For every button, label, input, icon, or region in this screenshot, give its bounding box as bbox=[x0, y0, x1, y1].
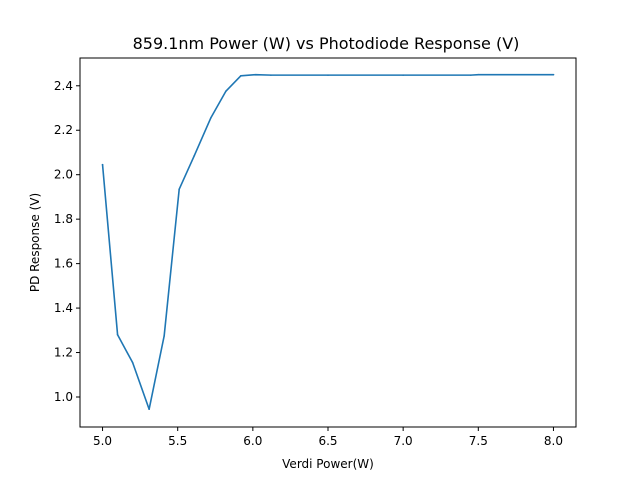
data-point bbox=[224, 90, 227, 93]
series-line bbox=[101, 73, 555, 411]
data-point bbox=[469, 74, 472, 76]
y-tick-label: 1.0 bbox=[54, 390, 73, 404]
x-tick-label: 5.5 bbox=[168, 434, 187, 448]
data-point bbox=[163, 335, 165, 337]
data-point bbox=[255, 73, 257, 76]
data-point bbox=[240, 74, 242, 77]
data-point bbox=[131, 361, 134, 364]
x-tick-label: 6.0 bbox=[243, 434, 262, 448]
plot-area bbox=[79, 57, 577, 428]
axes-frame bbox=[79, 57, 577, 428]
data-point bbox=[327, 74, 329, 76]
data-point bbox=[477, 73, 480, 76]
data-point bbox=[116, 333, 119, 336]
x-tick-label: 7.0 bbox=[394, 434, 413, 448]
y-tick-label: 1.8 bbox=[54, 212, 73, 226]
data-point bbox=[193, 155, 196, 157]
data-point bbox=[209, 117, 212, 119]
y-tick-label: 2.2 bbox=[54, 123, 73, 137]
x-tick-label: 7.5 bbox=[469, 434, 488, 448]
y-tick-label: 1.2 bbox=[54, 346, 73, 360]
y-tick-label: 1.4 bbox=[54, 301, 73, 315]
x-tick-label: 5.0 bbox=[93, 434, 112, 448]
data-point bbox=[101, 163, 104, 166]
y-axis: 1.0 1.2 1.4 1.6 1.8 2.0 2.2 2.4 bbox=[54, 79, 80, 404]
data-point bbox=[178, 188, 180, 190]
y-axis-label: PD Response (V) bbox=[28, 193, 42, 292]
x-axis: 5.0 5.5 6.0 6.5 7.0 7.5 8.0 bbox=[93, 427, 563, 448]
y-tick-label: 1.6 bbox=[54, 257, 73, 271]
chart-title: 859.1nm Power (W) vs Photodiode Response… bbox=[133, 34, 520, 53]
y-tick-label: 2.0 bbox=[54, 168, 73, 182]
x-tick-label: 6.5 bbox=[318, 434, 337, 448]
series-layer bbox=[101, 73, 555, 411]
data-point bbox=[148, 408, 150, 411]
data-point bbox=[552, 73, 555, 76]
data-point bbox=[402, 74, 404, 76]
y-tick-label: 2.4 bbox=[54, 79, 73, 93]
data-point bbox=[270, 74, 272, 76]
x-axis-label: Verdi Power(W) bbox=[282, 457, 374, 471]
x-tick-label: 8.0 bbox=[544, 434, 563, 448]
